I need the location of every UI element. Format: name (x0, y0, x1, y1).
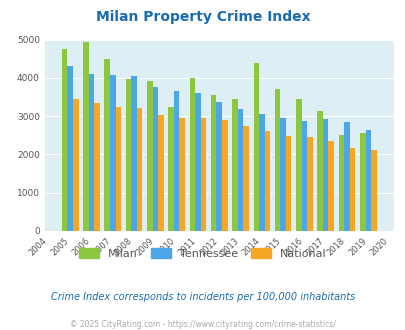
Bar (349, 148, 354, 231)
Bar (173, 91, 179, 231)
Legend: Milan, Tennessee, National: Milan, Tennessee, National (75, 244, 330, 263)
Text: Crime Index corresponds to incidents per 100,000 inhabitants: Crime Index corresponds to incidents per… (51, 292, 354, 302)
Bar (62, 49, 67, 231)
Bar (158, 115, 163, 231)
Bar (73, 99, 78, 231)
Bar (189, 78, 195, 231)
Bar (94, 103, 100, 231)
Bar (152, 87, 158, 231)
Bar (195, 93, 200, 231)
Bar (301, 121, 307, 231)
Bar (67, 66, 73, 231)
Bar (237, 109, 243, 231)
Bar (359, 133, 364, 231)
Bar (126, 79, 131, 231)
Bar (343, 122, 349, 231)
Bar (232, 99, 237, 231)
Bar (200, 118, 206, 231)
Bar (364, 130, 370, 231)
Text: Milan Property Crime Index: Milan Property Crime Index (96, 10, 309, 24)
Bar (211, 95, 216, 231)
Bar (370, 150, 376, 231)
Text: © 2025 CityRating.com - https://www.cityrating.com/crime-statistics/: © 2025 CityRating.com - https://www.city… (70, 320, 335, 329)
Bar (216, 102, 222, 231)
Bar (307, 137, 312, 231)
Bar (264, 131, 269, 231)
Bar (295, 99, 301, 231)
Bar (279, 118, 285, 231)
Bar (274, 89, 279, 231)
Bar (322, 119, 328, 231)
Bar (83, 42, 89, 231)
Bar (110, 75, 115, 231)
Bar (131, 76, 136, 231)
Bar (243, 126, 248, 231)
Bar (104, 59, 110, 231)
Bar (115, 107, 121, 231)
Bar (136, 108, 142, 231)
Bar (222, 120, 227, 231)
Bar (89, 74, 94, 231)
Bar (179, 118, 185, 231)
Bar (317, 111, 322, 231)
Bar (253, 63, 258, 231)
Bar (258, 114, 264, 231)
Bar (338, 135, 343, 231)
Bar (285, 136, 291, 231)
Bar (328, 141, 333, 231)
Bar (168, 107, 173, 231)
Bar (147, 81, 152, 231)
